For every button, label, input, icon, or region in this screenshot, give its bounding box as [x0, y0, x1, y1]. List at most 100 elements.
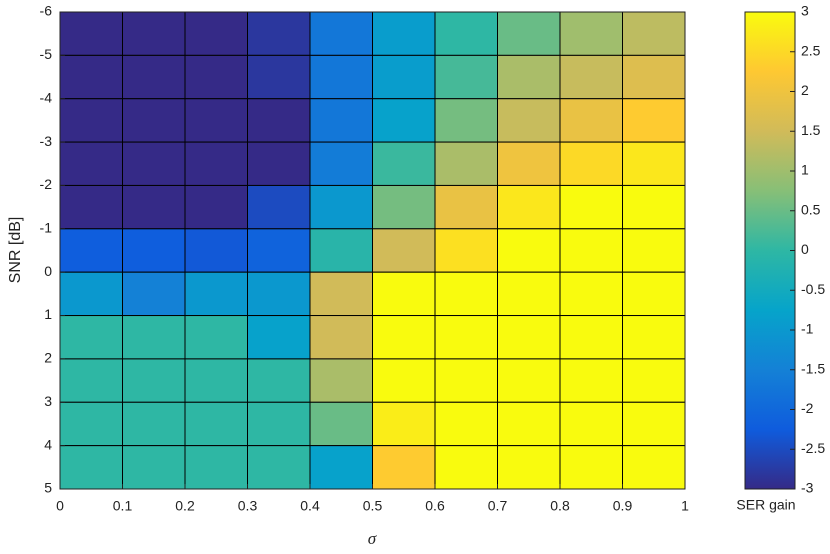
y-tick-label: -2: [40, 176, 53, 192]
x-tick-label: 0.8: [550, 498, 570, 514]
cell: [309, 401, 373, 447]
cell: [497, 401, 561, 447]
y-tick-label: -3: [40, 133, 53, 149]
colorbar-tick-label: -0.5: [801, 281, 825, 297]
cell: [309, 98, 373, 143]
cell: [622, 228, 686, 273]
cell: [622, 11, 686, 56]
cell: [122, 445, 186, 490]
cell: [184, 141, 248, 186]
x-tick-label: 1: [681, 498, 689, 514]
colorbar-tick-label: -2.5: [801, 440, 825, 456]
cell: [122, 54, 186, 100]
cell: [309, 228, 373, 273]
cell: [247, 358, 311, 403]
cell: [309, 54, 373, 100]
colorbar-tick-label: -2: [801, 400, 814, 416]
cell: [59, 184, 123, 230]
cell: [559, 54, 623, 100]
cell: [434, 98, 498, 143]
x-tick-label: 0.6: [425, 498, 445, 514]
cell: [434, 141, 498, 186]
cell: [309, 141, 373, 186]
cell: [59, 358, 123, 403]
cell: [59, 445, 123, 490]
colorbar-tick-label: 1.5: [801, 122, 821, 138]
y-tick-label: 0: [44, 263, 52, 279]
cell: [622, 358, 686, 403]
y-tick-label: 5: [44, 480, 52, 496]
cell: [559, 98, 623, 143]
cell: [372, 228, 436, 273]
cell: [247, 228, 311, 273]
y-tick-label: 4: [44, 436, 52, 452]
cell: [372, 184, 436, 230]
y-axis-label: SNR [dB]: [7, 217, 24, 284]
cell: [309, 271, 373, 317]
colorbar: [744, 11, 796, 490]
y-tick-label: -6: [40, 3, 53, 19]
cell: [184, 401, 248, 447]
colorbar-tick-label: 0.5: [801, 201, 821, 217]
cell: [122, 271, 186, 317]
cell: [559, 445, 623, 490]
cell: [434, 228, 498, 273]
cell: [247, 184, 311, 230]
colorbar-tick-label: 2: [801, 82, 809, 98]
heatmap: [59, 11, 686, 490]
x-tick-label: 0.5: [363, 498, 383, 514]
cell: [497, 98, 561, 143]
cell: [247, 401, 311, 447]
cell: [59, 11, 123, 56]
colorbar-label: SER gain: [736, 497, 795, 513]
x-tick-label: 0.4: [300, 498, 320, 514]
cell: [622, 184, 686, 230]
cell: [59, 271, 123, 317]
y-tick-label: 2: [44, 350, 52, 366]
cell: [622, 315, 686, 360]
cell: [372, 11, 436, 56]
cell: [372, 445, 436, 490]
x-tick-label: 0: [56, 498, 64, 514]
cell: [59, 141, 123, 186]
colorbar-tick-label: 2.5: [801, 42, 821, 58]
y-tick-label: 1: [44, 306, 52, 322]
x-tick-label: 0.7: [488, 498, 508, 514]
cell: [184, 358, 248, 403]
cell: [434, 54, 498, 100]
cell: [122, 358, 186, 403]
cell: [372, 315, 436, 360]
x-tick-label: 0.3: [238, 498, 258, 514]
cell: [122, 98, 186, 143]
y-tick-label: 3: [44, 393, 52, 409]
cell: [622, 271, 686, 317]
cell: [184, 184, 248, 230]
cell: [247, 98, 311, 143]
cell: [497, 228, 561, 273]
cell: [309, 184, 373, 230]
cell: [372, 271, 436, 317]
cell: [497, 11, 561, 56]
cell: [559, 184, 623, 230]
cell: [434, 184, 498, 230]
cell: [434, 445, 498, 490]
cell: [247, 315, 311, 360]
cell: [622, 54, 686, 100]
colorbar-tick-label: 1: [801, 162, 809, 178]
cell: [497, 445, 561, 490]
cell: [309, 11, 373, 56]
cell: [184, 315, 248, 360]
cell: [497, 358, 561, 403]
cell: [434, 11, 498, 56]
cell: [122, 228, 186, 273]
cell: [184, 98, 248, 143]
cell: [559, 141, 623, 186]
colorbar-tick-label: -1.5: [801, 360, 825, 376]
cell: [622, 98, 686, 143]
cell: [497, 271, 561, 317]
colorbar-tick-label: 0: [801, 241, 809, 257]
cell: [372, 141, 436, 186]
cell: [59, 315, 123, 360]
cell: [434, 271, 498, 317]
